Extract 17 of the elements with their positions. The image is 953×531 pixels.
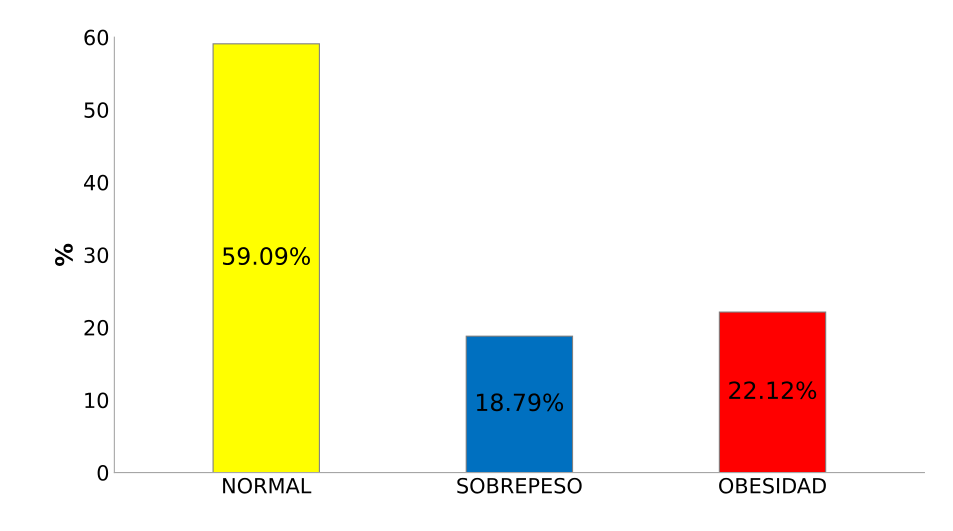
bar [718,312,826,473]
x-tick-label: NORMAL [223,478,312,494]
x-tick-label: OBESIDAD [719,478,826,494]
y-axis-title: % [55,244,73,266]
y-tick-label: 60 [84,30,108,46]
y-tick-label: 0 [98,465,108,481]
x-tick-label: SOBREPESO [457,478,582,494]
y-tick-label: 50 [84,102,108,118]
y-tick-label: 10 [85,392,108,408]
data-label: 18.79% [476,393,564,412]
y-tick-label: 40 [84,174,108,191]
bar [466,336,574,473]
data-label: 22.12% [729,381,816,400]
y-tick-label: 30 [84,247,108,264]
bar [212,43,320,473]
data-label: 59.09% [223,247,310,266]
y-tick-label: 20 [84,320,108,336]
